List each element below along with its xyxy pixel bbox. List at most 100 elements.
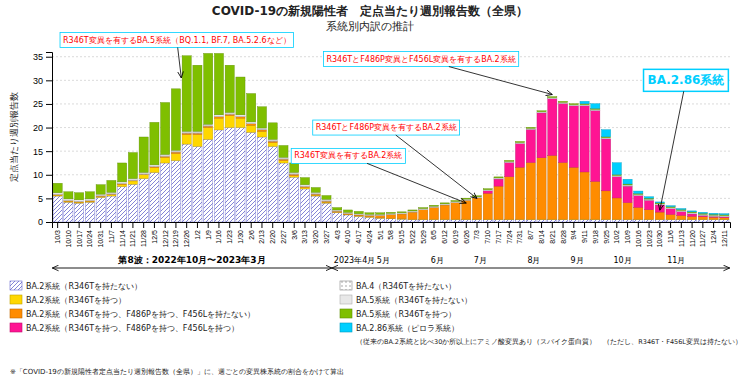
x-tick-label: 1/9	[205, 230, 212, 240]
y-tick-mark	[46, 198, 52, 199]
bar	[548, 97, 557, 99]
x-tick: 6/5	[430, 222, 437, 240]
bar	[526, 128, 535, 130]
period-arrow	[332, 268, 730, 269]
bar	[161, 157, 170, 163]
bar	[365, 215, 374, 216]
grid	[52, 57, 730, 222]
bar	[150, 165, 159, 166]
x-tick-label: 6/19	[452, 230, 459, 244]
bar	[150, 166, 159, 168]
bar	[257, 130, 266, 131]
bar	[419, 220, 428, 222]
y-tick-mark	[46, 151, 52, 152]
bar	[128, 181, 137, 184]
x-tick: 3/6	[291, 222, 298, 240]
y-tick: 25	[33, 99, 52, 109]
x-tick-label: 9/25	[603, 230, 610, 244]
legend-item: BA.2.86系統（ピロラ系統）	[340, 323, 459, 333]
chart: COVID-19の新規陽性者 定点当たり週別報告数（全県）系統別内訳の推計051…	[0, 0, 740, 387]
grid-line	[52, 103, 730, 104]
bar	[279, 146, 288, 158]
bar	[698, 214, 707, 216]
bar	[118, 182, 127, 183]
x-tick: 7/3	[473, 222, 480, 240]
bar	[634, 207, 643, 219]
bar	[128, 179, 137, 180]
bar	[257, 129, 266, 130]
bar	[612, 220, 621, 222]
bar	[279, 161, 288, 163]
annotation-box	[313, 120, 460, 135]
bar	[139, 137, 148, 172]
bar	[64, 201, 73, 203]
bar	[139, 137, 148, 138]
bar	[451, 202, 460, 203]
x-tick-label: 5/22	[409, 230, 416, 244]
bar	[548, 98, 557, 99]
bar	[322, 199, 331, 200]
bar	[182, 133, 191, 134]
bar	[139, 175, 148, 179]
bar	[623, 185, 632, 186]
y-tick-mark	[46, 57, 52, 58]
bar	[720, 220, 729, 222]
bar	[494, 176, 503, 178]
bar	[472, 198, 481, 219]
x-tick-label: 5/15	[398, 230, 405, 244]
annotation-text: BA.2.86系統	[648, 73, 725, 87]
bar	[96, 184, 105, 185]
x-tick-label: 10/2	[613, 230, 620, 244]
bar	[214, 116, 223, 117]
bar	[376, 215, 385, 217]
bar	[225, 113, 234, 114]
bar	[709, 217, 718, 219]
bar	[75, 203, 84, 222]
bar	[128, 184, 137, 222]
bar	[666, 205, 675, 207]
annotation: R346TとF486P変異とF456L変異を有するBA.2系統	[323, 52, 552, 95]
bar	[171, 88, 180, 89]
legend-label: BA.2系統（R346Tを持つ、F486Pを持つ、F456Lを持つ）	[26, 324, 239, 333]
bar	[118, 184, 127, 186]
bar	[515, 142, 524, 144]
x-tick: 2/27	[280, 222, 287, 244]
bar	[462, 198, 471, 199]
bar	[580, 172, 589, 219]
x-tick: 10/31	[97, 222, 104, 248]
bar	[53, 195, 62, 197]
bar	[365, 213, 374, 214]
annotation-text: R346T変異を有するBA.5系統（BQ.1.1, BF.7, BA.5.2.6…	[63, 36, 291, 45]
bar	[354, 214, 363, 216]
bar	[677, 212, 686, 216]
bar	[698, 215, 707, 216]
bar	[397, 212, 406, 214]
bar	[580, 104, 589, 106]
bar	[85, 202, 94, 222]
x-tick-mark	[100, 222, 101, 228]
x-tick-label: 10/10	[65, 230, 72, 248]
bar	[311, 196, 320, 222]
x-tick-label: 9/4	[570, 230, 577, 240]
x-tick: 4/17	[355, 222, 362, 244]
bar	[204, 53, 213, 54]
x-tick-mark	[391, 222, 392, 228]
bar	[440, 204, 449, 205]
bar	[236, 116, 245, 117]
bar	[354, 215, 363, 216]
bar	[526, 220, 535, 222]
bar	[107, 195, 116, 196]
bar	[397, 213, 406, 214]
bar	[483, 189, 492, 191]
bar	[623, 220, 632, 222]
x-tick: 1/2	[194, 222, 201, 240]
bar	[75, 200, 84, 201]
annotation-box	[323, 52, 518, 67]
bar	[440, 205, 449, 206]
bar	[53, 194, 62, 195]
bar	[85, 199, 94, 200]
x-tick-label: 10/3	[54, 230, 61, 244]
bar	[526, 127, 535, 129]
x-tick: 10/30	[656, 222, 663, 248]
y-tick: 15	[33, 147, 52, 157]
